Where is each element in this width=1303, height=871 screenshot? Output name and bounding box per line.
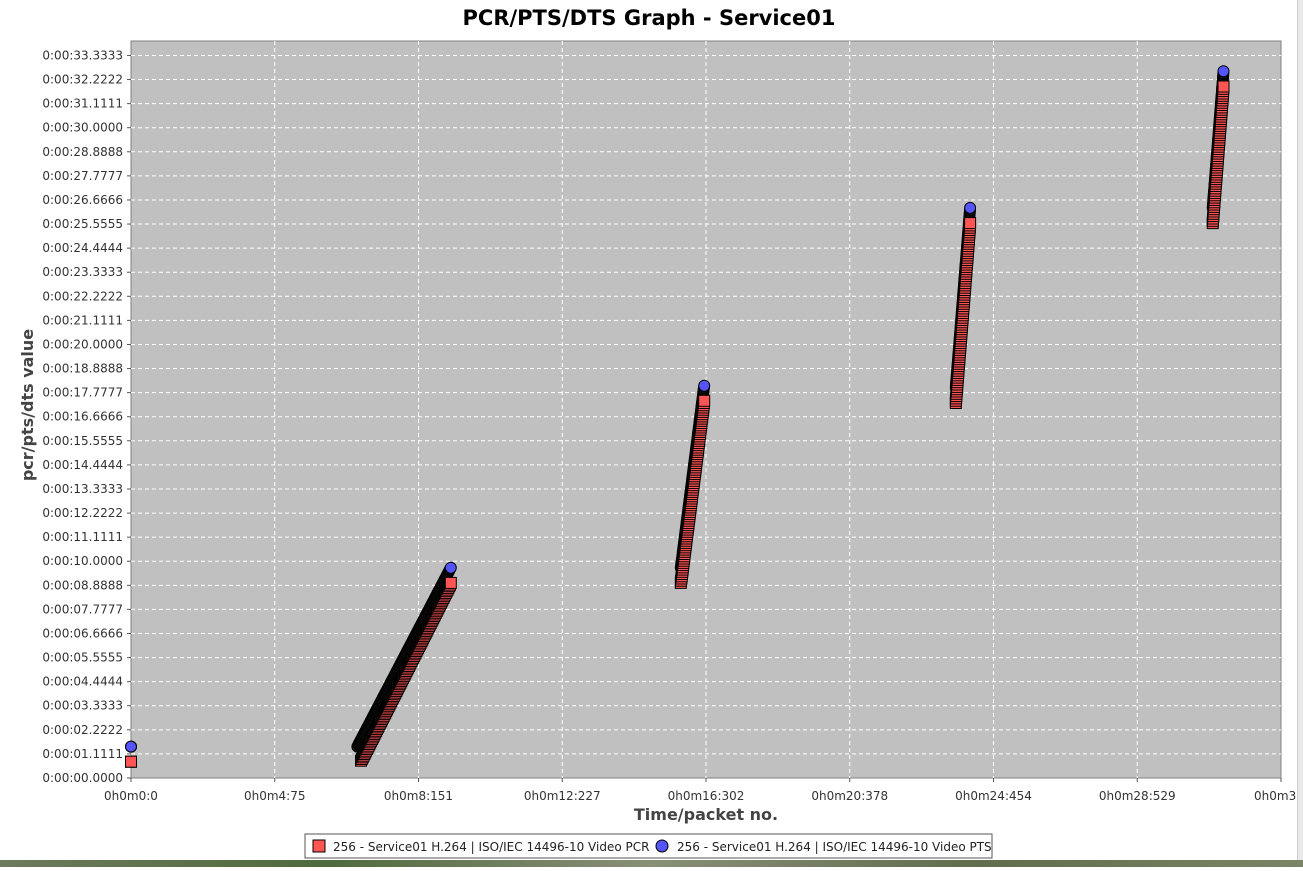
- y-tick-label: 0:00:32.2222: [42, 73, 123, 87]
- window-edge: [1297, 0, 1303, 867]
- pts-point: [444, 561, 457, 574]
- y-tick-label: 0:00:08.8888: [42, 578, 123, 592]
- series-layer: [125, 65, 1230, 768]
- grid-lines: [131, 41, 1281, 778]
- y-axis-title: pcr/pts/dts value: [18, 329, 37, 481]
- y-tick-label: 0:00:31.1111: [42, 97, 123, 111]
- y-tick-label: 0:00:03.3333: [42, 699, 123, 713]
- x-tick-label: 0h0m4:75: [244, 789, 306, 803]
- x-tick-label: 0h0m20:378: [811, 789, 888, 803]
- y-tick-label: 0:00:11.1111: [42, 530, 123, 544]
- pcr-segment: [125, 755, 137, 768]
- y-tick-label: 0:00:28.8888: [42, 145, 123, 159]
- legend-pcr-square-icon: [312, 839, 326, 853]
- legend-pts-label: 256 - Service01 H.264 | ISO/IEC 14496-10…: [677, 840, 992, 854]
- pcr-segment: [674, 394, 711, 589]
- pcr-segment: [949, 217, 977, 409]
- y-tick-label: 0:00:27.7777: [42, 169, 123, 183]
- y-tick-label: 0:00:05.5555: [42, 651, 123, 665]
- y-tick-label: 0:00:10.0000: [42, 554, 123, 568]
- y-tick-label: 0:00:16.6666: [42, 410, 123, 424]
- y-tick-label: 0:00:06.6666: [42, 626, 123, 640]
- y-tick-label: 0:00:14.4444: [42, 458, 123, 472]
- y-tick-label: 0:00:22.2222: [42, 289, 123, 303]
- y-tick-label: 0:00:17.7777: [42, 386, 123, 400]
- pts-segment: [125, 740, 137, 753]
- pcr-segment: [1206, 80, 1230, 230]
- y-tick-label: 0:00:21.1111: [42, 313, 123, 327]
- legend: 256 - Service01 H.264 | ISO/IEC 14496-10…: [304, 833, 993, 859]
- y-tick-label: 0:00:04.4444: [42, 675, 123, 689]
- y-tick-label: 0:00:02.2222: [42, 723, 123, 737]
- pcr-point: [444, 576, 457, 589]
- y-tick-label: 0:00:12.2222: [42, 506, 123, 520]
- pcr-segment: [355, 576, 457, 767]
- desktop-background-strip: [0, 860, 1303, 867]
- x-tick-label: 0h0m28:529: [1099, 789, 1176, 803]
- y-tick-label: 0:00:13.3333: [42, 482, 123, 496]
- y-tick-label: 0:00:33.3333: [42, 48, 123, 62]
- y-tick-label: 0:00:18.8888: [42, 362, 123, 376]
- pts-point: [964, 201, 977, 214]
- y-axis: 0:00:00.0000 0:00:01.1111 0:00:02.2222 0:00…: [42, 48, 131, 785]
- pts-point: [125, 740, 137, 753]
- pcr-point: [964, 217, 977, 230]
- y-tick-label: 0:00:15.5555: [42, 434, 123, 448]
- x-axis: 0h0m0:0 0h0m4:75 0h0m8:151 0h0m12:227 0h0m16…: [104, 778, 1303, 803]
- pcr-point: [698, 394, 711, 407]
- legend-box: [304, 833, 993, 859]
- pts-point: [1217, 65, 1230, 78]
- pcr-point: [1217, 80, 1230, 93]
- y-tick-label: 0:00:26.6666: [42, 193, 123, 207]
- x-axis-title: Time/packet no.: [634, 805, 778, 824]
- y-tick-label: 0:00:01.1111: [42, 747, 123, 761]
- y-tick-label: 0:00:07.7777: [42, 602, 123, 616]
- legend-pts-circle-icon: [655, 839, 669, 853]
- pts-point: [698, 379, 711, 392]
- y-tick-label: 0:00:24.4444: [42, 241, 123, 255]
- y-tick-label: 0:00:20.0000: [42, 337, 123, 351]
- x-tick-label: 0h0m8:151: [384, 789, 453, 803]
- x-tick-label: 0h0m24:454: [955, 789, 1032, 803]
- y-tick-label: 0:00:00.0000: [42, 771, 123, 785]
- x-tick-label: 0h0m12:227: [524, 789, 601, 803]
- x-tick-label: 0h0m32:: [1254, 789, 1303, 803]
- x-tick-label: 0h0m0:0: [104, 789, 158, 803]
- y-tick-label: 0:00:25.5555: [42, 217, 123, 231]
- chart-title: PCR/PTS/DTS Graph - Service01: [463, 6, 836, 30]
- y-tick-label: 0:00:23.3333: [42, 265, 123, 279]
- y-tick-label: 0:00:30.0000: [42, 121, 123, 135]
- pcr-point: [125, 755, 137, 768]
- legend-pcr-label: 256 - Service01 H.264 | ISO/IEC 14496-10…: [333, 840, 649, 854]
- x-tick-label: 0h0m16:302: [668, 789, 745, 803]
